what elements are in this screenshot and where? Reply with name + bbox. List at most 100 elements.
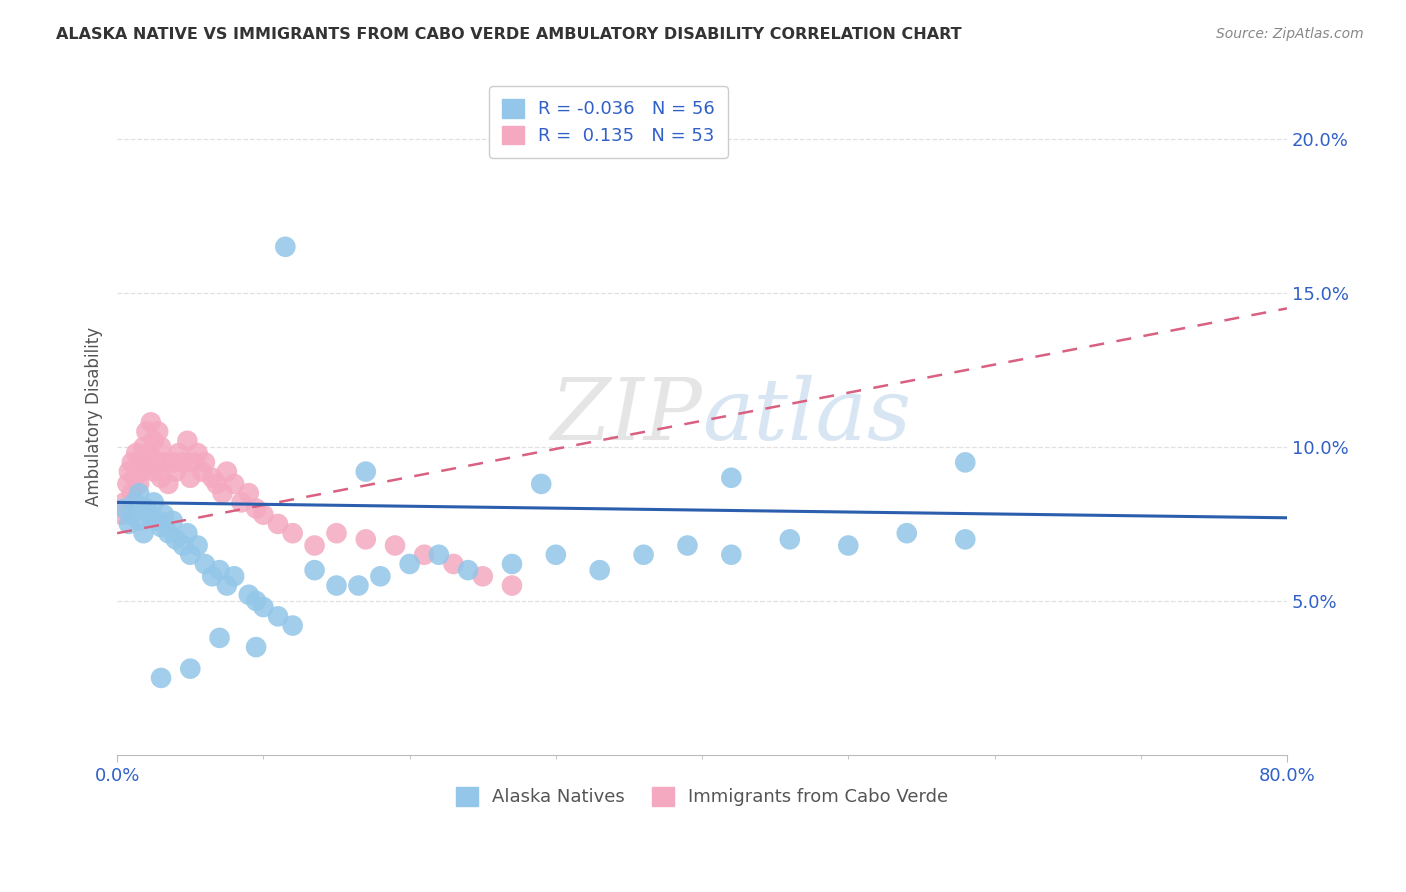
Point bbox=[245, 640, 267, 654]
Point bbox=[124, 471, 146, 485]
Point bbox=[153, 455, 176, 469]
Point bbox=[215, 465, 238, 479]
Point bbox=[274, 240, 297, 254]
Point bbox=[146, 514, 169, 528]
Point bbox=[131, 465, 153, 479]
Point bbox=[208, 563, 231, 577]
Point bbox=[191, 465, 214, 479]
Point bbox=[124, 495, 146, 509]
Text: ZIP: ZIP bbox=[550, 375, 702, 458]
Point bbox=[179, 662, 201, 676]
Point bbox=[121, 486, 143, 500]
Point bbox=[118, 516, 141, 531]
Point bbox=[128, 455, 150, 469]
Point bbox=[398, 557, 420, 571]
Point bbox=[135, 425, 157, 439]
Point bbox=[132, 440, 155, 454]
Point bbox=[544, 548, 567, 562]
Point bbox=[125, 446, 148, 460]
Point bbox=[157, 477, 180, 491]
Point bbox=[267, 609, 290, 624]
Point bbox=[238, 486, 260, 500]
Point bbox=[245, 501, 267, 516]
Legend: Alaska Natives, Immigrants from Cabo Verde: Alaska Natives, Immigrants from Cabo Ver… bbox=[449, 780, 956, 814]
Point bbox=[325, 526, 347, 541]
Point bbox=[955, 455, 977, 469]
Point bbox=[837, 539, 859, 553]
Point bbox=[427, 548, 450, 562]
Point bbox=[201, 471, 224, 485]
Point bbox=[252, 600, 274, 615]
Point bbox=[676, 539, 699, 553]
Point bbox=[589, 563, 612, 577]
Point bbox=[139, 415, 162, 429]
Point bbox=[179, 548, 201, 562]
Point bbox=[142, 434, 165, 448]
Point bbox=[150, 520, 173, 534]
Point bbox=[121, 455, 143, 469]
Point bbox=[162, 455, 184, 469]
Point bbox=[194, 557, 217, 571]
Point bbox=[413, 548, 436, 562]
Point bbox=[208, 631, 231, 645]
Point bbox=[145, 455, 167, 469]
Point bbox=[179, 471, 201, 485]
Point bbox=[138, 446, 160, 460]
Point bbox=[231, 495, 253, 509]
Point bbox=[176, 526, 198, 541]
Point bbox=[347, 578, 370, 592]
Point bbox=[443, 557, 465, 571]
Point bbox=[114, 495, 136, 509]
Point bbox=[194, 455, 217, 469]
Point bbox=[150, 671, 173, 685]
Point bbox=[135, 501, 157, 516]
Point bbox=[370, 569, 392, 583]
Point bbox=[215, 578, 238, 592]
Point bbox=[165, 533, 187, 547]
Point bbox=[187, 539, 209, 553]
Point bbox=[245, 594, 267, 608]
Point bbox=[165, 465, 187, 479]
Point bbox=[146, 425, 169, 439]
Text: atlas: atlas bbox=[702, 375, 911, 458]
Point bbox=[150, 440, 173, 454]
Point bbox=[132, 526, 155, 541]
Point bbox=[238, 588, 260, 602]
Point bbox=[128, 514, 150, 528]
Point bbox=[354, 533, 377, 547]
Point bbox=[176, 434, 198, 448]
Point bbox=[128, 486, 150, 500]
Point bbox=[501, 578, 523, 592]
Point bbox=[384, 539, 406, 553]
Point bbox=[304, 563, 326, 577]
Point bbox=[187, 446, 209, 460]
Point bbox=[128, 477, 150, 491]
Point bbox=[252, 508, 274, 522]
Point bbox=[201, 569, 224, 583]
Point bbox=[720, 471, 742, 485]
Point bbox=[211, 486, 233, 500]
Point bbox=[955, 533, 977, 547]
Point bbox=[135, 455, 157, 469]
Point bbox=[153, 508, 176, 522]
Point bbox=[224, 477, 246, 491]
Point bbox=[117, 477, 139, 491]
Point bbox=[501, 557, 523, 571]
Point bbox=[157, 526, 180, 541]
Text: Source: ZipAtlas.com: Source: ZipAtlas.com bbox=[1216, 27, 1364, 41]
Point bbox=[325, 578, 347, 592]
Point bbox=[162, 514, 184, 528]
Point bbox=[138, 508, 160, 522]
Point bbox=[720, 548, 742, 562]
Point bbox=[281, 618, 304, 632]
Point bbox=[118, 465, 141, 479]
Point bbox=[530, 477, 553, 491]
Point bbox=[172, 455, 194, 469]
Point bbox=[304, 539, 326, 553]
Point bbox=[896, 526, 918, 541]
Point bbox=[142, 495, 165, 509]
Point bbox=[224, 569, 246, 583]
Point bbox=[172, 539, 194, 553]
Point bbox=[457, 563, 479, 577]
Text: ALASKA NATIVE VS IMMIGRANTS FROM CABO VERDE AMBULATORY DISABILITY CORRELATION CH: ALASKA NATIVE VS IMMIGRANTS FROM CABO VE… bbox=[56, 27, 962, 42]
